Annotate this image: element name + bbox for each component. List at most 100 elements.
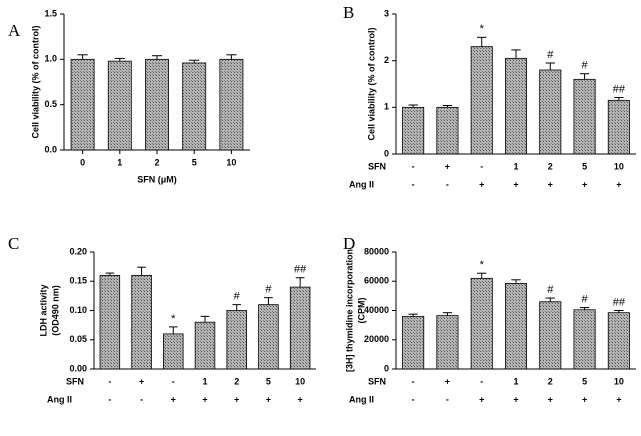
- treatment-name: SFN: [66, 376, 84, 386]
- treatment-value: 10: [614, 161, 624, 171]
- bar: [607, 312, 630, 370]
- y-tick-label: 0: [384, 363, 389, 373]
- y-tick-label: 60000: [364, 276, 389, 286]
- treatment-value: +: [616, 179, 621, 189]
- bar: [182, 62, 207, 151]
- y-tick-label: 0.10: [69, 305, 87, 315]
- y-tick-label: 0.00: [69, 363, 87, 373]
- treatment-value: 2: [234, 376, 239, 386]
- treatment-value: +: [479, 179, 484, 189]
- significance-mark: #: [265, 284, 272, 296]
- x-tick-label: 2: [154, 157, 159, 167]
- treatment-value: -: [412, 376, 415, 386]
- treatment-value: +: [582, 179, 587, 189]
- bar: [219, 58, 244, 151]
- x-tick-label: 10: [226, 157, 236, 167]
- treatment-value: +: [234, 394, 239, 404]
- treatment-value: +: [171, 394, 176, 404]
- treatment-value: 1: [202, 376, 207, 386]
- bar: [539, 301, 562, 370]
- y-tick-label: 1.0: [44, 54, 57, 64]
- bar: [226, 310, 247, 370]
- bar: [470, 46, 493, 155]
- y-tick-label: 0.15: [69, 276, 87, 286]
- treatment-value: 5: [266, 376, 271, 386]
- treatment-value: 1: [513, 376, 518, 386]
- y-tick-label: 40000: [364, 305, 389, 315]
- x-axis-label: SFN (μM): [137, 174, 177, 184]
- bar: [436, 315, 459, 370]
- treatment-value: -: [108, 376, 111, 386]
- bar: [573, 78, 596, 155]
- bar: [470, 277, 493, 370]
- treatment-value: +: [513, 179, 518, 189]
- treatment-value: -: [140, 394, 143, 404]
- significance-mark: #: [582, 293, 589, 305]
- treatment-value: -: [480, 376, 483, 386]
- panel-letter: C: [8, 234, 19, 253]
- treatment-value: 5: [582, 376, 587, 386]
- y-axis-label: Cell viability (% of control): [366, 27, 376, 140]
- treatment-value: +: [548, 179, 553, 189]
- treatment-value: +: [266, 394, 271, 404]
- significance-mark: *: [171, 313, 176, 325]
- x-tick-label: 1: [117, 157, 122, 167]
- bar: [607, 99, 630, 155]
- significance-mark: #: [547, 49, 554, 61]
- bar: [258, 304, 279, 370]
- treatment-value: -: [446, 394, 449, 404]
- bar: [504, 283, 528, 370]
- bar: [573, 309, 596, 370]
- treatment-value: 10: [295, 376, 305, 386]
- treatment-value: -: [412, 394, 415, 404]
- treatment-name: Ang II: [349, 179, 374, 189]
- treatment-name: Ang II: [47, 394, 72, 404]
- significance-mark: #: [547, 284, 554, 296]
- treatment-name: SFN: [368, 161, 386, 171]
- y-tick-label: 0.20: [69, 246, 87, 256]
- y-tick-label: 1: [384, 102, 389, 112]
- treatment-value: -: [480, 161, 483, 171]
- bar: [402, 315, 425, 370]
- treatment-value: +: [298, 394, 303, 404]
- bar: [145, 58, 169, 151]
- significance-mark: #: [582, 60, 589, 72]
- treatment-name: SFN: [368, 376, 386, 386]
- y-tick-label: 0.0: [44, 144, 57, 154]
- significance-mark: *: [480, 259, 485, 271]
- treatment-value: 2: [548, 376, 553, 386]
- y-axis-label: LDH activity: [38, 284, 48, 336]
- bar: [107, 60, 132, 151]
- bar: [70, 58, 95, 151]
- y-tick-label: 0.05: [69, 334, 87, 344]
- y-axis-label: [3H] thymidine incorporation: [344, 249, 354, 372]
- treatment-value: +: [202, 394, 207, 404]
- treatment-value: +: [582, 394, 587, 404]
- significance-mark: *: [480, 23, 485, 35]
- treatment-value: 2: [548, 161, 553, 171]
- bar: [436, 106, 459, 155]
- treatment-value: -: [108, 394, 111, 404]
- treatment-value: +: [548, 394, 553, 404]
- panel-letter: D: [343, 234, 355, 253]
- bar: [163, 333, 184, 370]
- significance-mark: ##: [294, 264, 307, 276]
- bar: [539, 69, 562, 155]
- treatment-value: +: [513, 394, 518, 404]
- y-tick-label: 20000: [364, 334, 389, 344]
- bar: [289, 286, 311, 370]
- bar: [402, 106, 425, 155]
- treatment-value: 10: [614, 376, 624, 386]
- x-tick-label: 0: [80, 157, 85, 167]
- significance-mark: #: [234, 291, 241, 303]
- y-tick-label: 0: [384, 148, 389, 158]
- treatment-value: +: [445, 376, 450, 386]
- bar: [99, 274, 121, 370]
- y-tick-label: 2: [384, 55, 389, 65]
- treatment-value: +: [139, 376, 144, 386]
- y-tick-label: 0.5: [44, 99, 57, 109]
- x-tick-label: 5: [192, 157, 197, 167]
- y-tick-label: 1.5: [44, 8, 57, 18]
- treatment-value: +: [445, 161, 450, 171]
- bar: [194, 321, 216, 370]
